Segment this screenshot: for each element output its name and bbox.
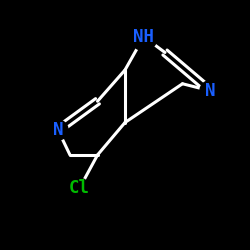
Text: N: N [205,82,215,100]
Circle shape [48,120,68,140]
Text: N: N [53,121,63,139]
Circle shape [70,178,89,198]
Text: NH: NH [133,28,154,46]
Circle shape [130,23,158,50]
Text: Cl: Cl [69,179,90,197]
Circle shape [200,81,220,101]
